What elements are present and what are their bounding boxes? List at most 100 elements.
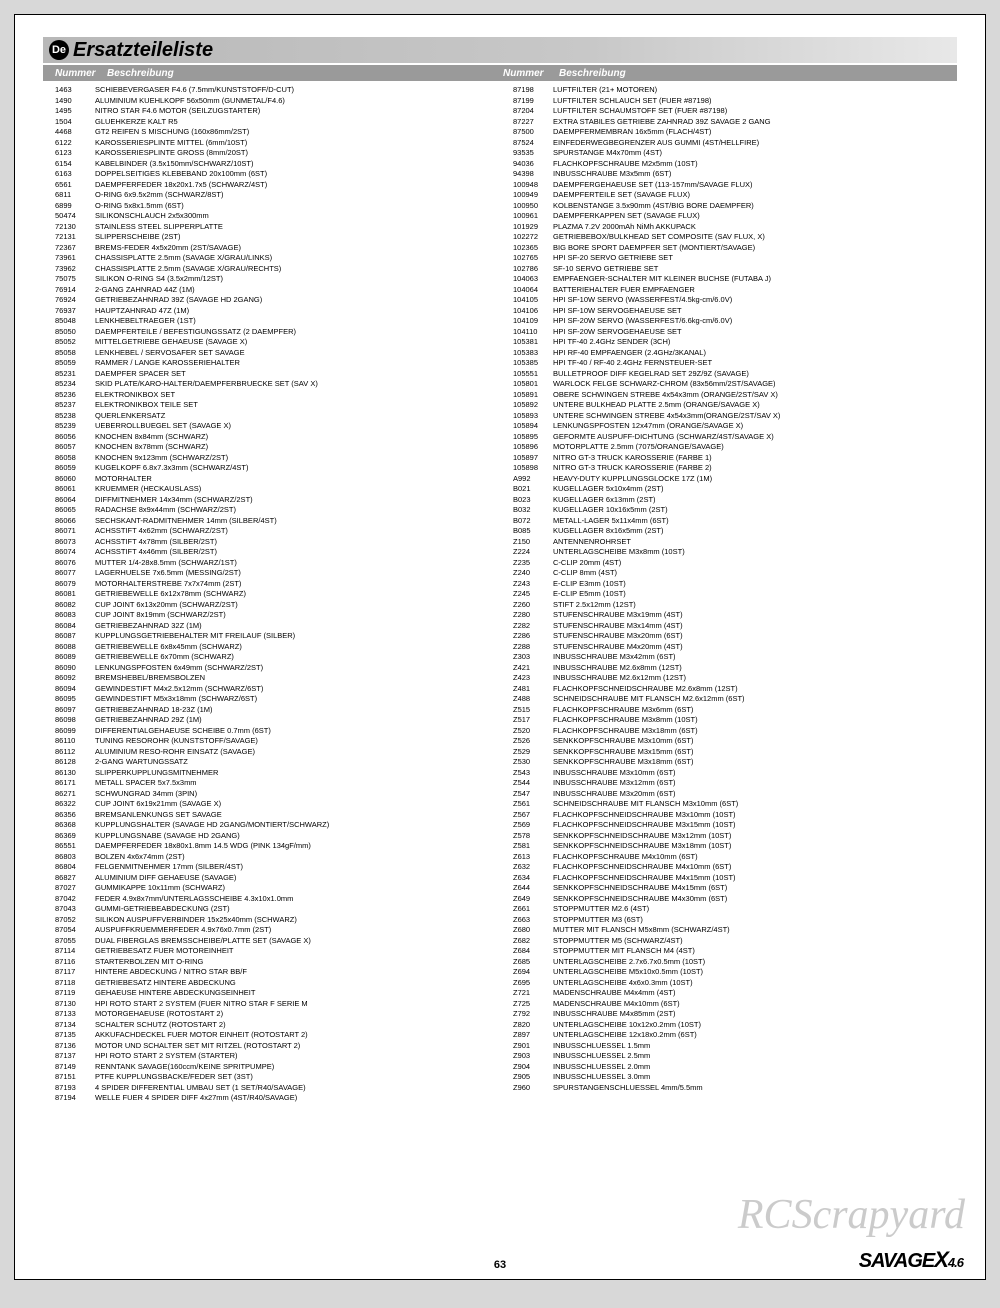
part-row: Z150ANTENNENROHRSET bbox=[501, 537, 951, 548]
part-description: SCHNEIDSCHRAUBE MIT FLANSCH M3x10mm (6ST… bbox=[553, 799, 951, 810]
part-description: INBUSSCHRAUBE M3x5mm (6ST) bbox=[553, 169, 951, 180]
part-row: 6899O-RING 5x8x1.5mm (6ST) bbox=[43, 201, 493, 212]
part-row: 87149RENNTANK SAVAGE(160ccm/KEINE SPRITP… bbox=[43, 1062, 493, 1073]
part-description: MUTTER 1/4-28x8.5mm (SCHWARZ/1ST) bbox=[95, 558, 493, 569]
part-row: 87027GUMMIKAPPE 10x11mm (SCHWARZ) bbox=[43, 883, 493, 894]
part-number: B072 bbox=[501, 516, 553, 527]
part-row: Z288STUFENSCHRAUBE M4x20mm (4ST) bbox=[501, 642, 951, 653]
part-description: KUGELLAGER 10x16x5mm (2ST) bbox=[553, 505, 951, 516]
part-row: Z682STOPPMUTTER M5 (SCHWARZ/4ST) bbox=[501, 936, 951, 947]
part-description: KUPPLUNGSGETRIEBEHALTER MIT FREILAUF (SI… bbox=[95, 631, 493, 642]
logo-sub: 4.6 bbox=[948, 1255, 963, 1270]
part-number: Z581 bbox=[501, 841, 553, 852]
part-number: 87116 bbox=[43, 957, 95, 968]
part-description: BULLETPROOF DIFF KEGELRAD SET 29Z/9Z (SA… bbox=[553, 369, 951, 380]
part-row: 104109HPI SF-20W SERVO (WASSERFEST/6.6kg… bbox=[501, 316, 951, 327]
part-number: 86061 bbox=[43, 484, 95, 495]
part-description: GETRIEBEWELLE 6x12x78mm (SCHWARZ) bbox=[95, 589, 493, 600]
part-description: E-CLIP E5mm (10ST) bbox=[553, 589, 951, 600]
part-description: PLAZMA 7.2V 2000mAh NiMh AKKUPACK bbox=[553, 222, 951, 233]
part-description: FELGENMITNEHMER 17mm (SILBER/4ST) bbox=[95, 862, 493, 873]
part-row: Z544INBUSSCHRAUBE M3x12mm (6ST) bbox=[501, 778, 951, 789]
part-description: KNOCHEN 8x78mm (SCHWARZ) bbox=[95, 442, 493, 453]
part-description: STOPPMUTTER M3 (6ST) bbox=[553, 915, 951, 926]
part-number: 86110 bbox=[43, 736, 95, 747]
part-number: 86171 bbox=[43, 778, 95, 789]
part-number: 87136 bbox=[43, 1041, 95, 1052]
part-row: Z721MADENSCHRAUBE M4x4mm (4ST) bbox=[501, 988, 951, 999]
part-number: Z569 bbox=[501, 820, 553, 831]
part-description: GETRIEBEZAHNRAD 32Z (1M) bbox=[95, 621, 493, 632]
part-row: 1490ALUMINIUM KUEHLKOPF 56x50mm (GUNMETA… bbox=[43, 96, 493, 107]
part-description: E-CLIP E3mm (10ST) bbox=[553, 579, 951, 590]
part-description: HPI SF-20W SERVO (WASSERFEST/6.6kg-cm/6.… bbox=[553, 316, 951, 327]
part-description: KAROSSERIESPLINTE MITTEL (6mm/10ST) bbox=[95, 138, 493, 149]
part-number: 102765 bbox=[501, 253, 553, 264]
part-number: 85231 bbox=[43, 369, 95, 380]
part-row: 86356BREMSANLENKUNGS SET SAVAGE bbox=[43, 810, 493, 821]
part-number: 86060 bbox=[43, 474, 95, 485]
part-number: 86128 bbox=[43, 757, 95, 768]
part-number: Z897 bbox=[501, 1030, 553, 1041]
part-number: 85059 bbox=[43, 358, 95, 369]
part-description: KAROSSERIESPLINTE GROSS (8mm/20ST) bbox=[95, 148, 493, 159]
part-description: C-CLIP 20mm (4ST) bbox=[553, 558, 951, 569]
part-description: INBUSSCHLUESSEL 3.0mm bbox=[553, 1072, 951, 1083]
part-number: 87137 bbox=[43, 1051, 95, 1062]
part-number: Z288 bbox=[501, 642, 553, 653]
part-number: 85058 bbox=[43, 348, 95, 359]
part-number: 86076 bbox=[43, 558, 95, 569]
part-row: 6123KAROSSERIESPLINTE GROSS (8mm/20ST) bbox=[43, 148, 493, 159]
part-number: Z543 bbox=[501, 768, 553, 779]
part-number: 86369 bbox=[43, 831, 95, 842]
part-row: 6163DOPPELSEITIGES KLEBEBAND 20x100mm (6… bbox=[43, 169, 493, 180]
part-number: 72367 bbox=[43, 243, 95, 254]
part-number: Z578 bbox=[501, 831, 553, 842]
part-row: 100949DAEMPFERTEILE SET (SAVAGE FLUX) bbox=[501, 190, 951, 201]
part-number: 85234 bbox=[43, 379, 95, 390]
part-description: AUSPUFFKRUEMMERFEDER 4.9x76x0.7mm (2ST) bbox=[95, 925, 493, 936]
part-number: 105381 bbox=[501, 337, 553, 348]
part-number: 86803 bbox=[43, 852, 95, 863]
part-row: Z684STOPPMUTTER MIT FLANSCH M4 (4ST) bbox=[501, 946, 951, 957]
part-description: SCHWUNGRAD 34mm (3PIN) bbox=[95, 789, 493, 800]
part-description: SENKKOPFSCHNEIDSCHRAUBE M3x18mm (10ST) bbox=[553, 841, 951, 852]
part-row: Z581SENKKOPFSCHNEIDSCHRAUBE M3x18mm (10S… bbox=[501, 841, 951, 852]
product-logo: SAVAGEX4.6 bbox=[859, 1247, 963, 1273]
part-description: STUFENSCHRAUBE M3x14mm (4ST) bbox=[553, 621, 951, 632]
part-description: EMPFAENGER-SCHALTER MIT KLEINER BUCHSE (… bbox=[553, 274, 951, 285]
part-description: SENKKOPFSCHNEIDSCHRAUBE M3x12mm (10ST) bbox=[553, 831, 951, 842]
part-row: 86098GETRIEBEZAHNRAD 29Z (1M) bbox=[43, 715, 493, 726]
part-row: 86065RADACHSE 8x9x44mm (SCHWARZ/2ST) bbox=[43, 505, 493, 516]
part-description: DOPPELSEITIGES KLEBEBAND 20x100mm (6ST) bbox=[95, 169, 493, 180]
part-description: ACHSSTIFT 4x62mm (SCHWARZ/2ST) bbox=[95, 526, 493, 537]
part-description: GEWINDESTIFT M5x3x18mm (SCHWARZ/6ST) bbox=[95, 694, 493, 705]
part-description: MITTELGETRIEBE GEHAEUSE (SAVAGE X) bbox=[95, 337, 493, 348]
part-description: AKKUFACHDECKEL FUER MOTOR EINHEIT (ROTOS… bbox=[95, 1030, 493, 1041]
part-row: 86057KNOCHEN 8x78mm (SCHWARZ) bbox=[43, 442, 493, 453]
part-number: 50474 bbox=[43, 211, 95, 222]
part-number: 87204 bbox=[501, 106, 553, 117]
part-description: BREMSANLENKUNGS SET SAVAGE bbox=[95, 810, 493, 821]
part-description: MUTTER MIT FLANSCH M5x8mm (SCHWARZ/4ST) bbox=[553, 925, 951, 936]
part-description: GETRIEBEZAHNRAD 18-23Z (1M) bbox=[95, 705, 493, 716]
part-row: 50474SILIKONSCHLAUCH 2x5x300mm bbox=[43, 211, 493, 222]
part-number: Z243 bbox=[501, 579, 553, 590]
part-row: Z578SENKKOPFSCHNEIDSCHRAUBE M3x12mm (10S… bbox=[501, 831, 951, 842]
part-number: 76937 bbox=[43, 306, 95, 317]
part-row: 76924GETRIEBEZAHNRAD 39Z (SAVAGE HD 2GAN… bbox=[43, 295, 493, 306]
part-description: INBUSSCHRAUBE M3x12mm (6ST) bbox=[553, 778, 951, 789]
part-number: Z488 bbox=[501, 694, 553, 705]
part-description: ELEKTRONIKBOX SET bbox=[95, 390, 493, 401]
part-row: 86058KNOCHEN 9x123mm (SCHWARZ/2ST) bbox=[43, 453, 493, 464]
part-number: 75075 bbox=[43, 274, 95, 285]
part-number: 85239 bbox=[43, 421, 95, 432]
part-row: 86061KRUEMMER (HECKAUSLASS) bbox=[43, 484, 493, 495]
part-number: 87135 bbox=[43, 1030, 95, 1041]
part-description: SECHSKANT-RADMITNEHMER 14mm (SILBER/4ST) bbox=[95, 516, 493, 527]
part-row: 769142-GANG ZAHNRAD 44Z (1M) bbox=[43, 285, 493, 296]
part-number: Z792 bbox=[501, 1009, 553, 1020]
part-row: Z481FLACHKOPFSCHNEIDSCHRAUBE M2.6x8mm (1… bbox=[501, 684, 951, 695]
part-row: 87116STARTERBOLZEN MIT O-RING bbox=[43, 957, 493, 968]
part-number: Z530 bbox=[501, 757, 553, 768]
